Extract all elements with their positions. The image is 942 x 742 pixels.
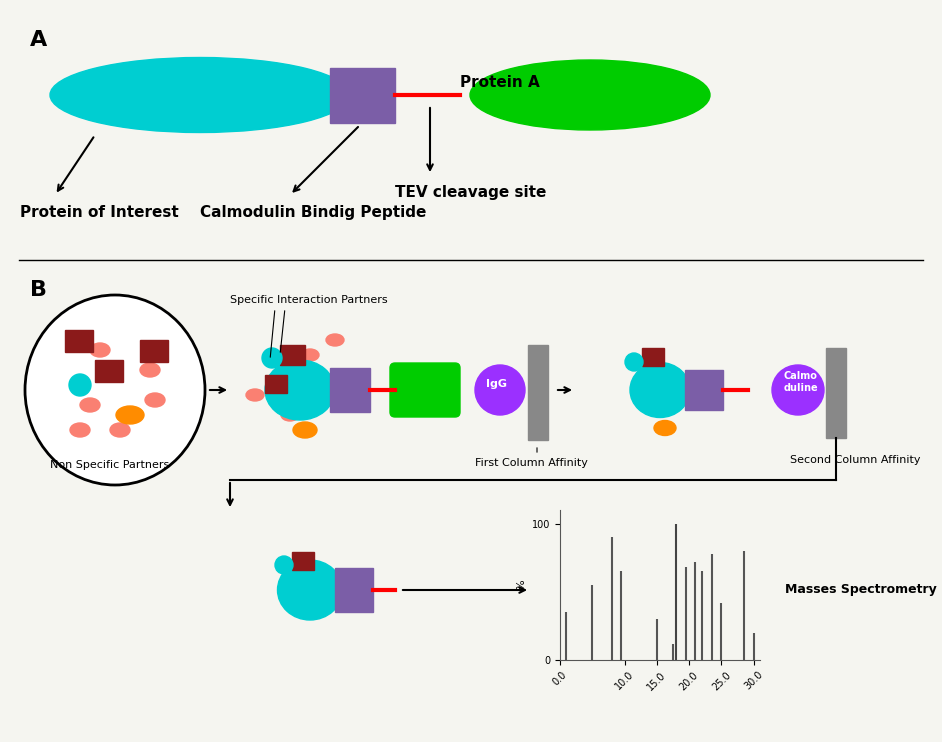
Ellipse shape [50,57,350,133]
Text: Calmo
duline: Calmo duline [784,371,819,393]
Text: IgG: IgG [486,379,507,389]
Text: Masses Spectrometry: Masses Spectrometry [785,583,936,597]
Y-axis label: %: % [516,580,527,591]
Ellipse shape [630,363,690,418]
Ellipse shape [246,389,264,401]
Ellipse shape [278,560,343,620]
Bar [826,348,846,438]
Ellipse shape [69,374,91,396]
Bar [280,345,305,365]
Text: Second Column Affinity: Second Column Affinity [790,455,920,465]
Ellipse shape [262,348,282,368]
FancyBboxPatch shape [390,363,460,417]
Bar [330,68,395,123]
Ellipse shape [25,295,205,485]
Text: Protein A: Protein A [460,75,540,90]
Bar [292,552,314,570]
Ellipse shape [475,365,525,415]
Ellipse shape [470,60,710,130]
Bar [528,345,548,440]
Ellipse shape [265,360,335,420]
Ellipse shape [654,421,676,436]
Text: TEV cleavage site: TEV cleavage site [395,185,546,200]
Text: Specific Interaction Partners: Specific Interaction Partners [230,295,387,305]
Ellipse shape [275,556,293,574]
Ellipse shape [70,423,90,437]
Ellipse shape [110,423,130,437]
Text: A: A [30,30,47,50]
Bar [642,348,664,366]
Ellipse shape [80,398,100,412]
Bar [95,360,123,382]
Bar [65,330,93,352]
Ellipse shape [281,409,299,421]
Bar [140,340,168,362]
Ellipse shape [145,393,165,407]
Ellipse shape [90,343,110,357]
Text: First Column Affinity: First Column Affinity [475,458,588,468]
Ellipse shape [140,363,160,377]
Ellipse shape [326,334,344,346]
Text: Protein of Interest: Protein of Interest [20,205,179,220]
Text: Non Specific Partners: Non Specific Partners [50,460,170,470]
Bar [685,370,723,410]
Ellipse shape [772,365,824,415]
Ellipse shape [625,353,643,371]
Ellipse shape [116,406,144,424]
Text: B: B [30,280,47,300]
Bar [330,368,370,412]
Ellipse shape [301,349,319,361]
Text: Calmodulin Bindig Peptide: Calmodulin Bindig Peptide [200,205,427,220]
Bar [335,568,373,612]
Ellipse shape [293,422,317,438]
Bar [265,375,287,393]
